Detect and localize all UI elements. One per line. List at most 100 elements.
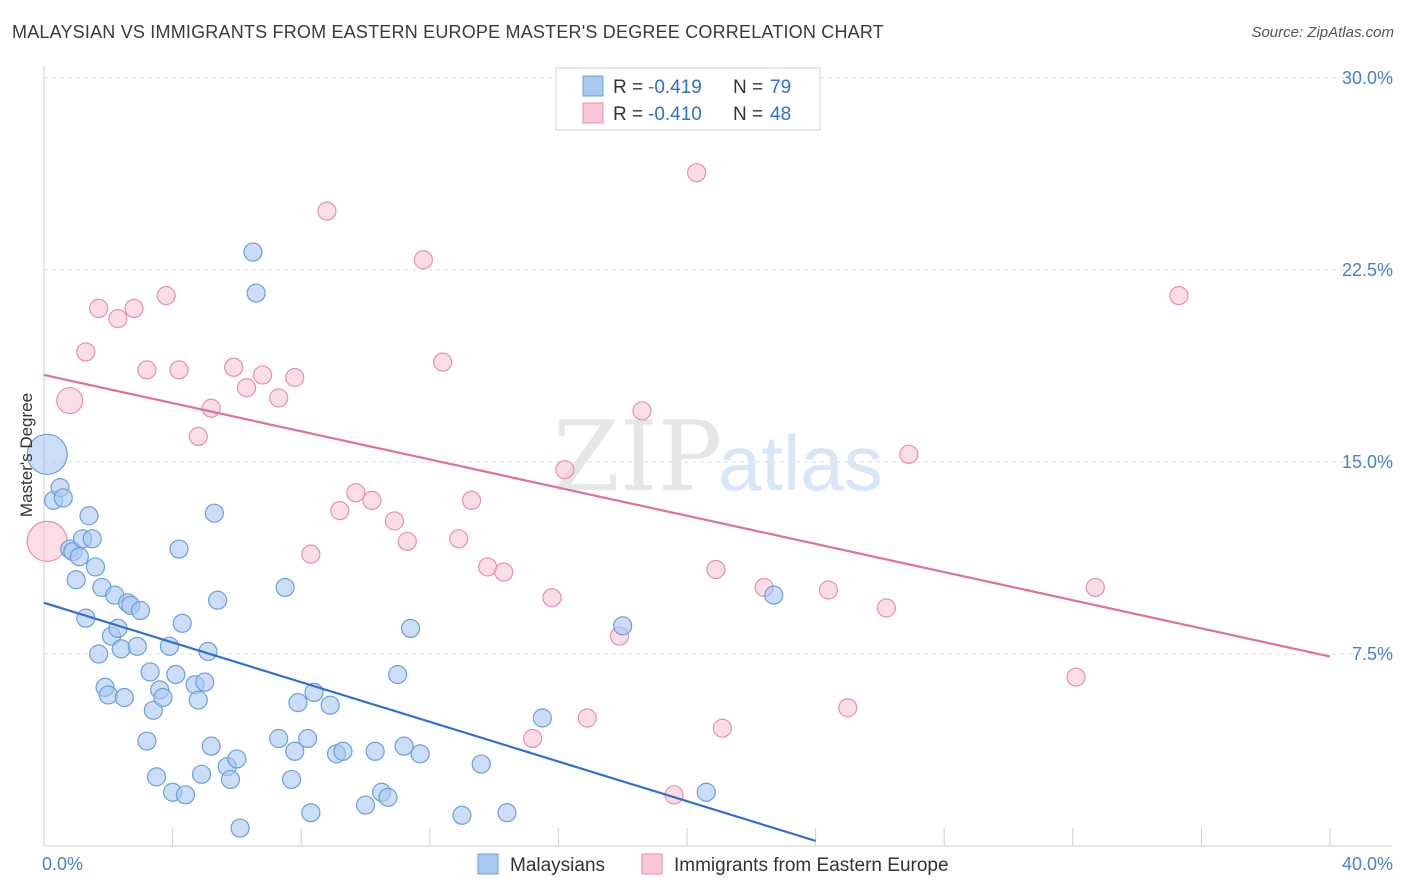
legend-n-value-1: 79 xyxy=(770,77,791,98)
legend-r-label-1: R = xyxy=(613,77,643,98)
point-malaysians xyxy=(269,728,289,749)
point-malaysians xyxy=(243,242,263,262)
point-malaysians xyxy=(127,636,147,656)
point-malaysians xyxy=(230,818,250,838)
point-eastern-europe xyxy=(26,520,68,562)
point-eastern-europe xyxy=(188,426,208,446)
point-eastern-europe xyxy=(712,718,732,738)
point-malaysians xyxy=(275,577,295,598)
point-eastern-europe xyxy=(899,444,919,464)
point-eastern-europe xyxy=(555,460,575,480)
point-malaysians xyxy=(130,600,151,621)
point-malaysians xyxy=(301,803,321,823)
point-malaysians xyxy=(195,672,215,692)
point-malaysians xyxy=(191,764,212,784)
point-eastern-europe xyxy=(397,531,417,551)
point-malaysians xyxy=(246,283,266,303)
tick-labels: 7.5% 15.0% 22.5% 30.0% 0.0% 40.0% xyxy=(42,68,1393,874)
y-tick-label: 7.5% xyxy=(1352,644,1393,664)
correlation-legend: R = -0.419 N = 79 R = -0.410 N = 48 xyxy=(555,67,821,131)
point-malaysians xyxy=(497,803,517,823)
point-eastern-europe xyxy=(494,562,514,582)
trend-line-eastern-europe xyxy=(43,373,1331,658)
point-eastern-europe xyxy=(1085,577,1105,598)
point-eastern-europe xyxy=(236,378,257,398)
point-eastern-europe xyxy=(108,309,128,329)
y-tick-label: 30.0% xyxy=(1342,68,1393,88)
point-eastern-europe xyxy=(362,490,382,510)
point-eastern-europe xyxy=(76,342,96,362)
point-malaysians xyxy=(169,539,189,559)
point-malaysians xyxy=(26,433,68,475)
point-malaysians xyxy=(378,787,398,807)
point-malaysians xyxy=(410,744,430,764)
point-malaysians xyxy=(400,618,421,639)
point-malaysians xyxy=(613,616,633,636)
point-eastern-europe xyxy=(346,483,366,503)
series-malaysians-points xyxy=(26,242,784,838)
point-malaysians xyxy=(98,685,118,705)
point-malaysians xyxy=(288,693,308,713)
point-malaysians xyxy=(201,736,221,756)
legend-r-label-2: R = xyxy=(613,104,643,125)
point-eastern-europe xyxy=(478,557,498,577)
bottom-legend-swatch-eastern-europe xyxy=(641,853,663,875)
point-malaysians xyxy=(320,695,340,715)
chart-title: MALAYSIAN VS IMMIGRANTS FROM EASTERN EUR… xyxy=(12,22,884,42)
point-eastern-europe xyxy=(687,163,707,183)
watermark-atlas: atlas xyxy=(718,419,883,507)
point-eastern-europe xyxy=(201,398,221,418)
point-malaysians xyxy=(333,741,353,761)
point-malaysians xyxy=(137,731,157,751)
point-eastern-europe xyxy=(317,201,337,221)
point-eastern-europe xyxy=(56,386,84,415)
legend-n-value-2: 48 xyxy=(770,104,791,125)
point-eastern-europe xyxy=(632,401,652,421)
trend-lines xyxy=(43,373,1331,842)
point-malaysians xyxy=(143,700,163,720)
point-malaysians xyxy=(764,585,784,605)
series-legend: Malaysians Immigrants from Eastern Europ… xyxy=(477,853,949,876)
point-eastern-europe xyxy=(577,708,597,728)
x-tick-label-min: 0.0% xyxy=(42,854,83,874)
bottom-legend-malaysians: Malaysians xyxy=(510,855,605,876)
point-malaysians xyxy=(204,503,224,523)
legend-n-label-1: N = xyxy=(733,77,763,98)
point-eastern-europe xyxy=(818,580,839,600)
point-eastern-europe xyxy=(224,357,244,377)
point-eastern-europe xyxy=(330,501,350,521)
point-malaysians xyxy=(388,664,408,685)
point-malaysians xyxy=(175,785,196,805)
point-eastern-europe xyxy=(523,728,543,749)
point-eastern-europe xyxy=(253,365,273,385)
point-malaysians xyxy=(69,547,89,567)
series-eastern-europe-points xyxy=(26,163,1189,805)
point-malaysians xyxy=(89,644,109,664)
point-eastern-europe xyxy=(449,529,469,549)
point-malaysians xyxy=(208,590,228,610)
point-malaysians xyxy=(166,664,186,685)
point-eastern-europe xyxy=(269,388,289,408)
point-malaysians xyxy=(532,708,552,728)
point-malaysians xyxy=(114,687,134,708)
point-eastern-europe xyxy=(433,352,453,372)
point-malaysians xyxy=(696,782,716,802)
point-malaysians xyxy=(394,736,414,756)
point-eastern-europe xyxy=(156,286,176,306)
legend-swatch-eastern-europe xyxy=(582,102,604,124)
y-tick-label: 15.0% xyxy=(1342,452,1393,472)
point-malaysians xyxy=(85,557,106,577)
point-malaysians xyxy=(79,506,99,526)
point-malaysians xyxy=(140,662,160,682)
point-malaysians xyxy=(365,741,385,761)
bottom-legend-swatch-malaysians xyxy=(477,853,499,875)
legend-n-label-2: N = xyxy=(733,104,763,125)
point-eastern-europe xyxy=(301,544,321,564)
y-axis-label: Master's Degree xyxy=(17,393,36,517)
point-eastern-europe xyxy=(137,360,157,380)
point-malaysians xyxy=(146,767,167,787)
point-malaysians xyxy=(355,795,376,815)
point-eastern-europe xyxy=(285,367,305,388)
point-malaysians xyxy=(153,687,173,708)
